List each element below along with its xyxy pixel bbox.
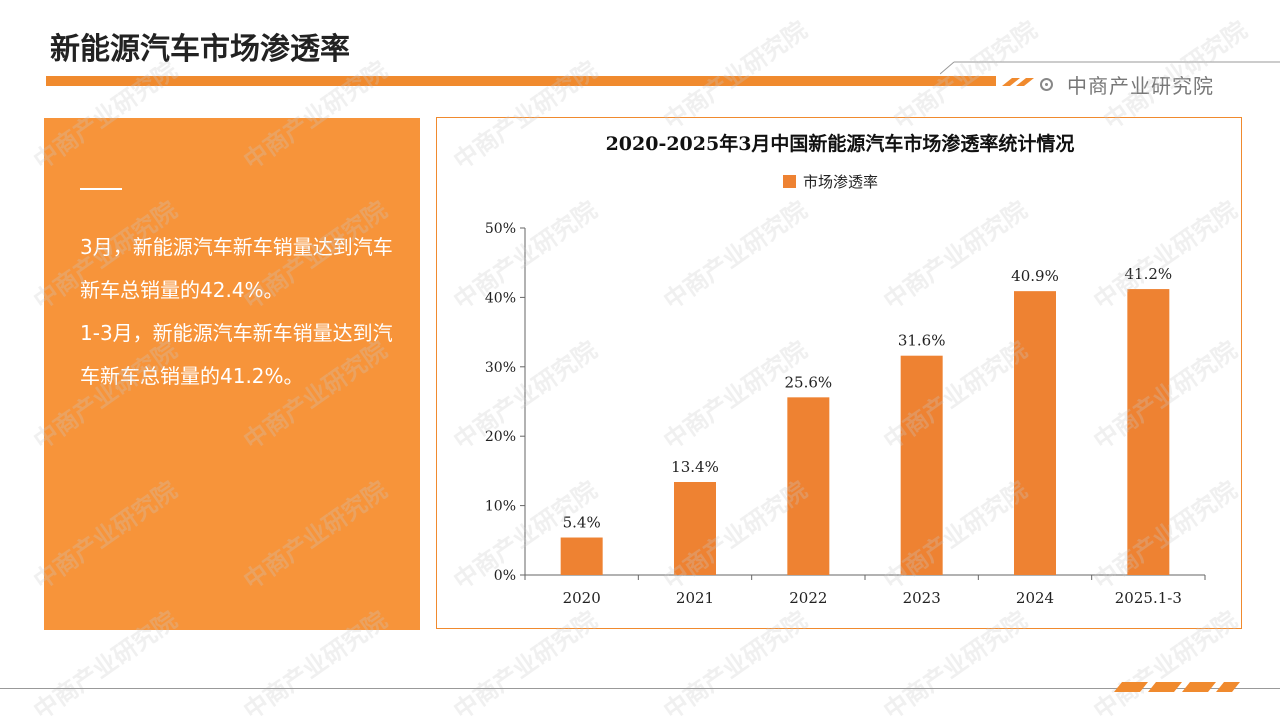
- bar: [901, 356, 943, 575]
- summary-panel: 3月，新能源汽车新车销量达到汽车新车总销量的42.4%。 1-3月，新能源汽车新…: [44, 118, 420, 630]
- bar: [1127, 289, 1169, 575]
- bar: [787, 397, 829, 575]
- y-tick-label: 20%: [485, 429, 516, 445]
- chart-panel: 2020-2025年3月中国新能源汽车市场渗透率统计情况市场渗透率 0% 10% 20…: [436, 117, 1242, 629]
- brand-name: 中商产业研究院: [1067, 70, 1214, 99]
- brand: 中商产业研究院: [1040, 70, 1214, 98]
- footer-line: [0, 688, 1280, 689]
- summary-paragraph-2: 1-3月，新能源汽车新车销量达到汽车新车总销量的41.2%。: [80, 312, 410, 398]
- header-bar: [46, 76, 996, 86]
- x-tick-label: 2022: [789, 589, 827, 607]
- legend-swatch: [783, 175, 796, 188]
- data-label: 13.4%: [671, 458, 719, 476]
- bar: [1014, 291, 1056, 575]
- legend-label: 市场渗透率: [803, 173, 878, 191]
- chart-title: 2020-2025年3月中国新能源汽车市场渗透率统计情况: [606, 132, 1075, 155]
- y-tick-label: 50%: [485, 221, 516, 237]
- x-tick-label: 2024: [1016, 589, 1054, 607]
- data-label: 40.9%: [1011, 267, 1059, 285]
- x-tick-label: 2023: [903, 589, 941, 607]
- y-tick-label: 0%: [494, 568, 516, 584]
- summary-rule: [80, 188, 122, 190]
- x-tick-label: 2025.1-3: [1115, 589, 1182, 607]
- summary-text: 3月，新能源汽车新车销量达到汽车新车总销量的42.4%。 1-3月，新能源汽车新…: [80, 226, 410, 398]
- summary-paragraph-1: 3月，新能源汽车新车销量达到汽车新车总销量的42.4%。: [80, 226, 410, 312]
- bar: [674, 482, 716, 575]
- footer-decoration: [1108, 678, 1248, 694]
- bar: [561, 538, 603, 575]
- x-tick-label: 2021: [676, 589, 714, 607]
- data-label: 31.6%: [898, 332, 946, 350]
- y-tick-label: 30%: [485, 360, 516, 376]
- x-tick-label: 2020: [563, 589, 601, 607]
- data-label: 25.6%: [785, 373, 833, 391]
- y-tick-label: 10%: [485, 499, 516, 515]
- data-label: 5.4%: [563, 514, 601, 532]
- data-label: 41.2%: [1125, 265, 1173, 283]
- page-title: 新能源汽车市场渗透率: [50, 24, 350, 68]
- y-tick-label: 40%: [485, 290, 516, 306]
- target-icon: [1040, 78, 1053, 91]
